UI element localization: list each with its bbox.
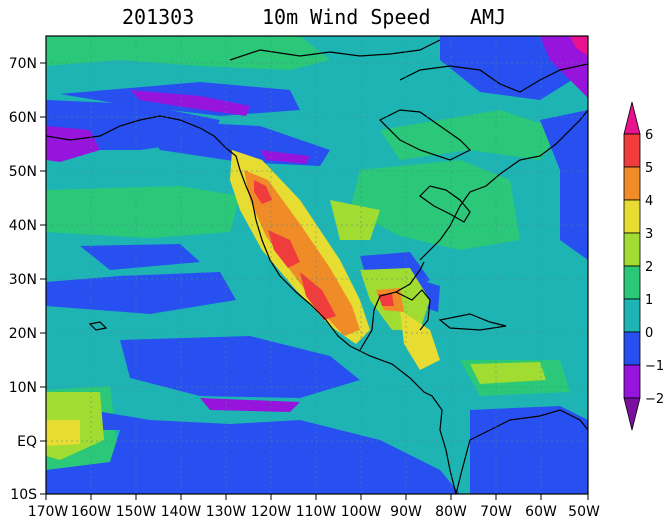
lat-label: 30N — [9, 272, 37, 288]
axis-ticks — [40, 62, 589, 500]
colorbar-label: 0 — [645, 326, 653, 341]
title-date: 201303 — [122, 5, 194, 29]
graticule — [46, 36, 588, 494]
colorbar-bin — [623, 232, 641, 267]
lon-label: 140W — [161, 504, 202, 520]
lon-label: 110W — [296, 504, 337, 520]
colorbar-top-triangle — [623, 101, 641, 135]
lon-label: 170W — [28, 504, 69, 520]
colorbar: 6 5 4 3 2 1 0 −1 −2 — [623, 101, 664, 431]
lat-label: 40N — [9, 218, 37, 234]
lon-label: 70W — [480, 504, 512, 520]
colorbar-bin — [623, 298, 641, 333]
lon-label: 50W — [568, 504, 600, 520]
lon-label: 120W — [251, 504, 292, 520]
lon-label: 60W — [525, 504, 557, 520]
colorbar-bin — [623, 265, 641, 300]
colorbar-label: 2 — [645, 260, 653, 275]
coastlines — [46, 39, 588, 494]
lon-label: 130W — [206, 504, 247, 520]
colorbar-bottom-triangle — [623, 397, 641, 431]
lat-label: EQ — [17, 434, 37, 450]
title-season: AMJ — [470, 5, 506, 29]
colorbar-bin — [623, 199, 641, 234]
colorbar-bin — [623, 331, 641, 366]
colorbar-label: 3 — [645, 227, 653, 242]
colorbar-label: −1 — [645, 359, 664, 374]
longitude-labels: 170W 160W 150W 140W 130W 120W 110W 100W … — [28, 504, 600, 520]
wind-anomaly-field — [46, 36, 588, 494]
colorbar-bin — [623, 166, 641, 201]
colorbar-label: 5 — [645, 161, 653, 176]
lon-label: 100W — [341, 504, 382, 520]
lon-label: 150W — [116, 504, 157, 520]
colorbar-label: −2 — [645, 392, 664, 407]
lat-label: 70N — [9, 56, 37, 72]
colorbar-label: 1 — [645, 293, 653, 308]
latitude-labels: 70N 60N 50N 40N 30N 20N 10N EQ 10S — [9, 56, 37, 503]
colorbar-label: 6 — [645, 128, 653, 143]
lat-label: 10S — [10, 487, 37, 503]
lat-label: 60N — [9, 110, 37, 126]
lon-label: 160W — [71, 504, 112, 520]
lat-label: 10N — [9, 380, 37, 396]
map-frame — [45, 35, 589, 495]
lat-label: 20N — [9, 326, 37, 342]
colorbar-label: 4 — [645, 194, 653, 209]
figure-title: 201303 10m Wind Speed AMJ — [122, 5, 506, 29]
colorbar-bin — [623, 364, 641, 399]
lon-label: 90W — [390, 504, 422, 520]
lat-label: 50N — [9, 164, 37, 180]
colorbar-bin — [623, 133, 641, 168]
title-variable: 10m Wind Speed — [262, 5, 431, 29]
lon-label: 80W — [435, 504, 467, 520]
